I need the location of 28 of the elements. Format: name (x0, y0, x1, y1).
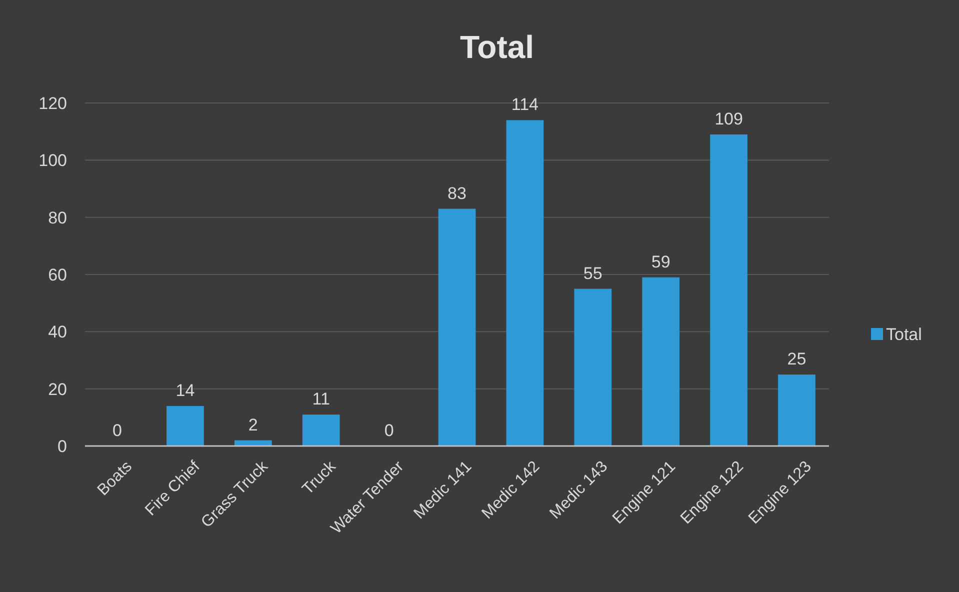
data-label: 59 (651, 252, 670, 272)
bar (302, 414, 340, 446)
y-tick-label: 100 (38, 151, 67, 170)
bar (778, 374, 816, 446)
y-tick-label: 120 (38, 94, 67, 113)
bar (506, 120, 544, 446)
data-label: 14 (176, 380, 195, 400)
chart-title: Total (460, 29, 534, 65)
bar (642, 277, 680, 446)
bar (438, 208, 476, 446)
data-label: 114 (511, 95, 538, 114)
y-tick-label: 0 (58, 437, 67, 456)
data-label: 0 (112, 421, 122, 440)
y-tick-label: 80 (48, 208, 67, 228)
data-label: 55 (583, 264, 602, 283)
bar (574, 288, 612, 446)
y-tick-label: 20 (48, 380, 67, 399)
y-tick-label: 40 (48, 322, 67, 342)
data-label: 25 (787, 350, 806, 369)
data-label: 0 (384, 421, 394, 440)
data-label: 109 (714, 109, 743, 128)
data-label: 2 (248, 415, 258, 434)
bar (166, 406, 204, 446)
y-tick-label: 60 (48, 266, 67, 284)
data-label: 11 (312, 390, 330, 409)
legend-label: Total (886, 325, 922, 344)
bar (710, 134, 748, 446)
data-label: 83 (448, 184, 466, 203)
